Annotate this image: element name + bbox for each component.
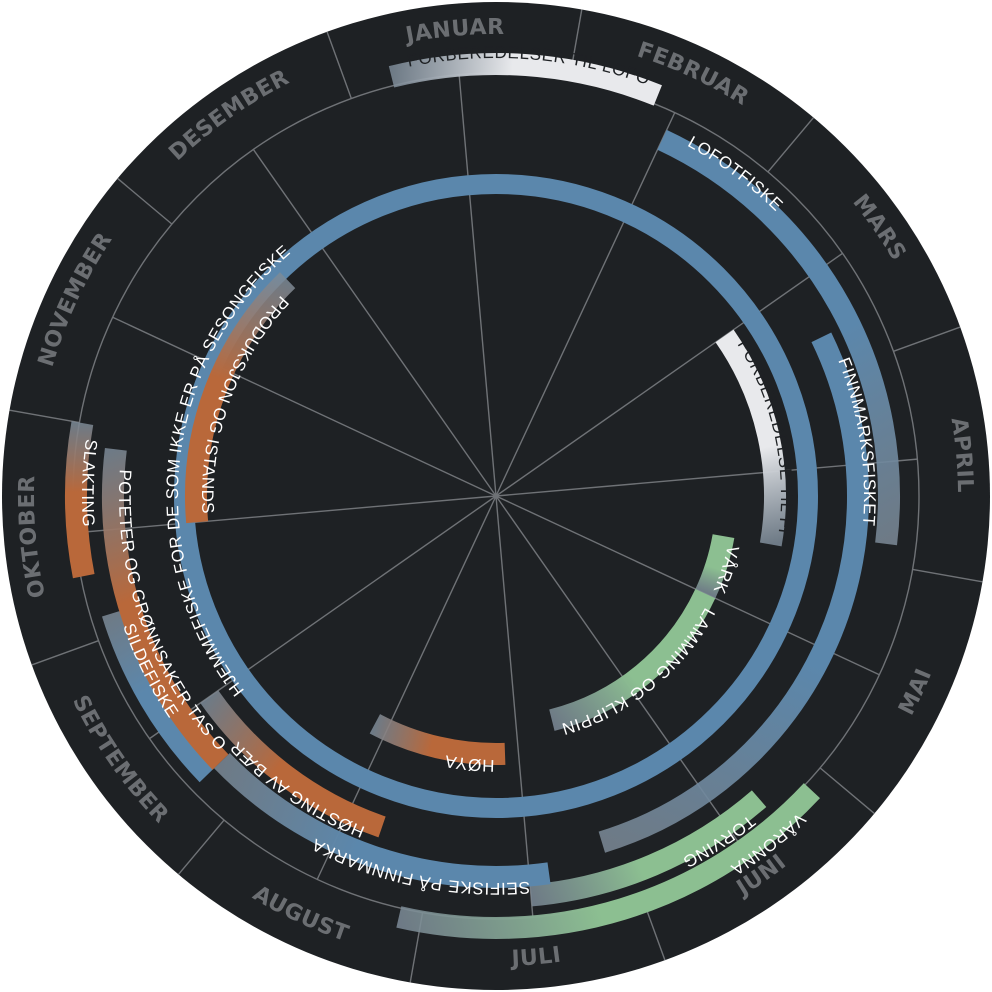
spoke-line xyxy=(495,495,534,918)
band-lamming-og-klipping-av-sau xyxy=(549,588,716,731)
band-finnmarksfisket xyxy=(598,332,869,853)
month-divider xyxy=(893,326,961,352)
spoke-line xyxy=(74,495,497,534)
band-va-rknipe xyxy=(695,533,735,599)
band-sildefiske xyxy=(102,609,216,783)
spoke-line xyxy=(495,252,843,497)
spoke-line xyxy=(458,74,497,497)
spoke-line xyxy=(112,316,497,497)
band-forberedelser-til-lofotfiske xyxy=(388,53,662,106)
band-seifiske-pa-finnmarka xyxy=(214,753,551,888)
month-divider xyxy=(31,640,99,666)
month-divider xyxy=(912,568,983,583)
band-forberedelse-til-finnmarksfiske xyxy=(715,329,786,547)
band-torving xyxy=(529,790,767,907)
month-divider xyxy=(819,767,875,815)
month-divider xyxy=(177,819,225,875)
band-lofotfiske xyxy=(657,129,900,546)
band-slakting xyxy=(65,421,95,579)
month-divider xyxy=(9,409,80,424)
band-h-sting-av-b-r xyxy=(200,690,386,838)
band-va-ronna xyxy=(396,783,820,939)
band-hjemmefiske-for-de-som-ikke-er-pa-sesongfiske xyxy=(174,174,818,818)
month-divider xyxy=(326,31,352,99)
spoke-line xyxy=(252,149,497,497)
month-divider xyxy=(767,117,815,173)
band-produksjon-og-istandsetting-av-kl-r xyxy=(185,272,296,524)
spoke-line xyxy=(149,495,497,740)
month-dividers xyxy=(9,9,983,983)
month-divider xyxy=(117,177,173,225)
band-h-ya xyxy=(369,714,506,765)
month-label-juli: JULI xyxy=(509,943,563,972)
spoke-line xyxy=(495,112,676,497)
activity-bands xyxy=(65,53,900,939)
band-poteter-og-gr-nnsaker-tas-opp xyxy=(102,447,229,770)
